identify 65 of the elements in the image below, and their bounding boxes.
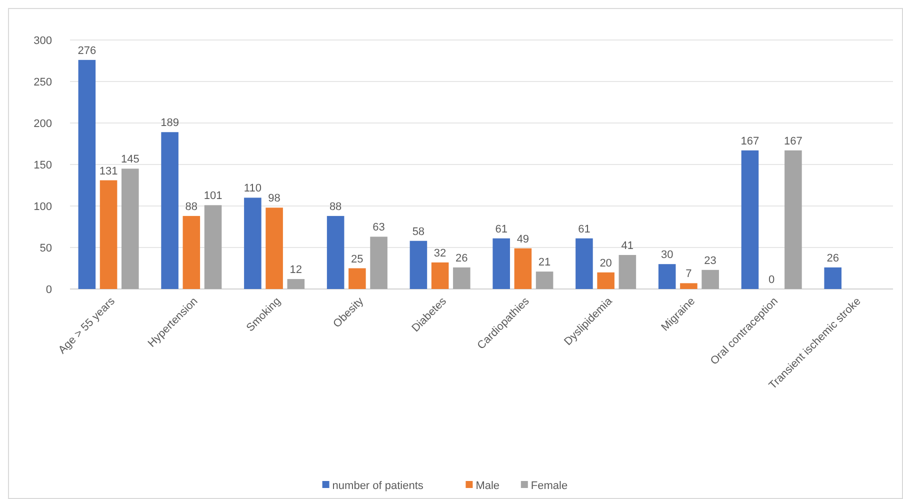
bar (161, 132, 178, 289)
data-label: 145 (120, 154, 140, 166)
bar (680, 283, 698, 289)
y-tick-label: 0 (46, 284, 52, 296)
data-label: 12 (290, 264, 302, 276)
data-label: 41 (621, 240, 634, 252)
data-label: 26 (826, 252, 839, 264)
data-label: 61 (578, 223, 590, 236)
bar (182, 216, 200, 289)
bar (576, 238, 593, 289)
data-label: 189 (160, 117, 179, 130)
data-label: 88 (329, 200, 342, 213)
bar (100, 180, 118, 289)
data-label: 63 (372, 222, 385, 234)
data-label: 110 (244, 182, 262, 195)
bar (78, 60, 96, 289)
bar (348, 268, 366, 289)
y-tick-label: 150 (34, 159, 52, 172)
y-tick-label: 100 (34, 200, 52, 213)
bar (287, 279, 305, 289)
legend-label: number of patients (332, 480, 424, 492)
bar (370, 236, 388, 289)
data-label: 58 (412, 226, 425, 238)
bar (204, 205, 222, 289)
bar (122, 168, 139, 289)
legend-label: Male (476, 480, 500, 492)
y-tick-label: 250 (34, 76, 52, 88)
data-label: 167 (784, 135, 802, 148)
bar (741, 150, 759, 289)
bar (824, 267, 842, 289)
bar (410, 240, 428, 289)
data-label: 26 (456, 252, 468, 264)
bar (784, 150, 802, 289)
bar (431, 262, 449, 289)
data-label: 167 (740, 135, 760, 148)
data-label: 101 (204, 190, 222, 202)
data-label: 30 (660, 249, 674, 262)
data-label: 61 (495, 223, 508, 236)
bar (536, 272, 554, 289)
bar (514, 248, 532, 289)
data-label: 23 (704, 254, 716, 267)
bar (597, 272, 614, 289)
data-label: 88 (185, 200, 198, 213)
data-label: 7 (686, 268, 692, 280)
y-tick-label: 300 (34, 34, 52, 47)
bar (702, 270, 719, 289)
data-label: 131 (99, 165, 118, 178)
y-tick-label: 200 (34, 118, 52, 130)
y-tick-label: 50 (40, 242, 52, 254)
data-label: 276 (78, 44, 96, 57)
bar (492, 238, 510, 289)
data-label: 98 (268, 192, 280, 205)
data-label: 21 (538, 256, 551, 269)
bar (266, 208, 283, 289)
data-label: 20 (600, 257, 612, 270)
bar (326, 216, 344, 289)
data-label: 25 (351, 253, 364, 266)
bar (658, 264, 676, 289)
data-label: 49 (516, 233, 530, 246)
legend-label: Female (530, 480, 568, 492)
bar (618, 254, 636, 289)
data-label: 0 (768, 274, 775, 286)
bar (453, 267, 470, 289)
data-label: 32 (434, 247, 446, 260)
bar (244, 198, 262, 289)
